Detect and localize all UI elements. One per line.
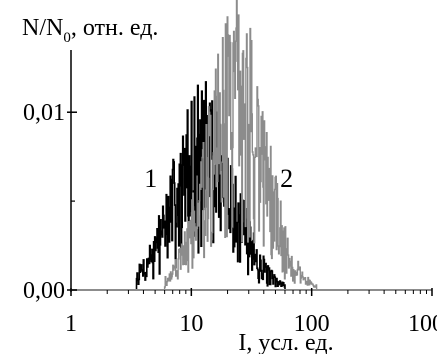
y-tick-label: 0,01 — [23, 100, 65, 126]
series-label-1: 1 — [144, 164, 157, 193]
y-tick-label: 0,00 — [23, 278, 65, 304]
series-label-2: 2 — [280, 164, 293, 193]
x-tick-label: 1000 — [408, 311, 437, 337]
x-tick-label: 100 — [294, 311, 330, 337]
x-tick-label: 10 — [179, 311, 203, 337]
plot-area — [137, 0, 317, 290]
y-axis-label: N/N0, отн. ед. — [22, 15, 158, 46]
x-tick-label: 1 — [65, 311, 77, 337]
